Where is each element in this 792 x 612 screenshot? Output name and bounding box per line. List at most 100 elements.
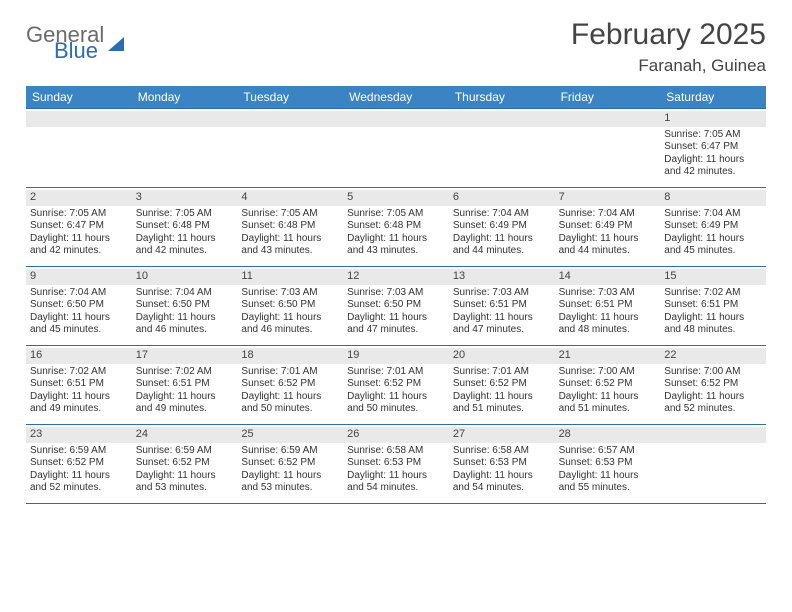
day-number xyxy=(132,111,238,127)
day-cell: 21Sunrise: 7:00 AMSunset: 6:52 PMDayligh… xyxy=(555,346,661,424)
day-cell xyxy=(449,109,555,187)
dow-saturday: Saturday xyxy=(660,86,766,108)
day-cell xyxy=(660,425,766,503)
day-cell: 19Sunrise: 7:01 AMSunset: 6:52 PMDayligh… xyxy=(343,346,449,424)
sunrise-line: Sunrise: 7:04 AM xyxy=(136,287,234,300)
week-row: 2Sunrise: 7:05 AMSunset: 6:47 PMDaylight… xyxy=(26,187,766,266)
day-number: 17 xyxy=(132,348,238,364)
sunset-line: Sunset: 6:50 PM xyxy=(136,299,234,312)
sunset-line: Sunset: 6:52 PM xyxy=(453,378,551,391)
day-number: 12 xyxy=(343,269,449,285)
day-number: 26 xyxy=(343,427,449,443)
day-cell xyxy=(237,109,343,187)
dow-monday: Monday xyxy=(132,86,238,108)
sunrise-line: Sunrise: 7:03 AM xyxy=(453,287,551,300)
sunset-line: Sunset: 6:47 PM xyxy=(664,141,762,154)
daylight-line: Daylight: 11 hours and 45 minutes. xyxy=(664,233,762,258)
weeks-container: 1Sunrise: 7:05 AMSunset: 6:47 PMDaylight… xyxy=(26,108,766,503)
day-number: 3 xyxy=(132,190,238,206)
sunset-line: Sunset: 6:49 PM xyxy=(559,220,657,233)
day-cell: 25Sunrise: 6:59 AMSunset: 6:52 PMDayligh… xyxy=(237,425,343,503)
dow-tuesday: Tuesday xyxy=(237,86,343,108)
sunset-line: Sunset: 6:53 PM xyxy=(347,457,445,470)
day-number: 27 xyxy=(449,427,555,443)
week-row: 9Sunrise: 7:04 AMSunset: 6:50 PMDaylight… xyxy=(26,266,766,345)
daylight-line: Daylight: 11 hours and 44 minutes. xyxy=(559,233,657,258)
sunrise-line: Sunrise: 7:03 AM xyxy=(559,287,657,300)
sunrise-line: Sunrise: 6:58 AM xyxy=(453,445,551,458)
location-label: Faranah, Guinea xyxy=(571,56,766,76)
day-cell: 24 Sunrise: 6:59 AMSunset: 6:52 PMDayligh… xyxy=(132,425,238,503)
sunset-line: Sunset: 6:53 PM xyxy=(559,457,657,470)
day-cell xyxy=(26,109,132,187)
day-cell: 10Sunrise: 7:04 AMSunset: 6:50 PMDayligh… xyxy=(132,267,238,345)
daylight-line: Daylight: 11 hours and 42 minutes. xyxy=(136,233,234,258)
daylight-line: Daylight: 11 hours and 46 minutes. xyxy=(241,312,339,337)
day-cell: 28Sunrise: 6:57 AMSunset: 6:53 PMDayligh… xyxy=(555,425,661,503)
daylight-line: Daylight: 11 hours and 43 minutes. xyxy=(241,233,339,258)
sunrise-line: Sunrise: 6:58 AM xyxy=(347,445,445,458)
sunset-line: Sunset: 6:47 PM xyxy=(30,220,128,233)
day-cell: 16Sunrise: 7:02 AMSunset: 6:51 PMDayligh… xyxy=(26,346,132,424)
day-number: 1 xyxy=(660,111,766,127)
daylight-line: Daylight: 11 hours and 46 minutes. xyxy=(136,312,234,337)
daylight-line: Daylight: 11 hours and 52 minutes. xyxy=(30,470,128,495)
day-cell: 18Sunrise: 7:01 AMSunset: 6:52 PMDayligh… xyxy=(237,346,343,424)
day-number: 8 xyxy=(660,190,766,206)
sunrise-line: Sunrise: 7:05 AM xyxy=(347,208,445,221)
sunset-line: Sunset: 6:51 PM xyxy=(559,299,657,312)
day-cell: 13Sunrise: 7:03 AMSunset: 6:51 PMDayligh… xyxy=(449,267,555,345)
day-cell: 23Sunrise: 6:59 AMSunset: 6:52 PMDayligh… xyxy=(26,425,132,503)
sunset-line: Sunset: 6:52 PM xyxy=(559,378,657,391)
daylight-line: Daylight: 11 hours and 43 minutes. xyxy=(347,233,445,258)
sunset-line: Sunset: 6:48 PM xyxy=(136,220,234,233)
day-number: 4 xyxy=(237,190,343,206)
day-cell: 12Sunrise: 7:03 AMSunset: 6:50 PMDayligh… xyxy=(343,267,449,345)
sunrise-line: Sunrise: 7:05 AM xyxy=(30,208,128,221)
brand-blue: Blue xyxy=(54,40,104,62)
day-number: 6 xyxy=(449,190,555,206)
sunrise-line: Sunrise: 7:03 AM xyxy=(347,287,445,300)
day-number xyxy=(660,427,766,443)
sunset-line: Sunset: 6:48 PM xyxy=(241,220,339,233)
sunrise-line: Sunrise: 7:04 AM xyxy=(453,208,551,221)
brand-triangle-icon xyxy=(108,37,124,51)
daylight-line: Daylight: 11 hours and 42 minutes. xyxy=(30,233,128,258)
daylight-line: Daylight: 11 hours and 48 minutes. xyxy=(559,312,657,337)
day-cell: 14 Sunrise: 7:03 AMSunset: 6:51 PMDayligh… xyxy=(555,267,661,345)
day-cell xyxy=(343,109,449,187)
sunset-line: Sunset: 6:49 PM xyxy=(664,220,762,233)
day-number: 14 xyxy=(555,269,661,285)
sunrise-line: Sunrise: 7:05 AM xyxy=(241,208,339,221)
day-number: 21 xyxy=(555,348,661,364)
sunset-line: Sunset: 6:52 PM xyxy=(136,457,234,470)
day-cell: 7Sunrise: 7:04 AMSunset: 6:49 PMDaylight… xyxy=(555,188,661,266)
day-cell xyxy=(132,109,238,187)
day-cell: 5Sunrise: 7:05 AMSunset: 6:48 PMDaylight… xyxy=(343,188,449,266)
daylight-line: Daylight: 11 hours and 54 minutes. xyxy=(347,470,445,495)
daylight-line: Daylight: 11 hours and 49 minutes. xyxy=(136,391,234,416)
daylight-line: Daylight: 11 hours and 50 minutes. xyxy=(347,391,445,416)
sunset-line: Sunset: 6:50 PM xyxy=(241,299,339,312)
day-number: 22 xyxy=(660,348,766,364)
sunset-line: Sunset: 6:49 PM xyxy=(453,220,551,233)
daylight-line: Daylight: 11 hours and 53 minutes. xyxy=(241,470,339,495)
sunrise-line: Sunrise: 6:59 AM xyxy=(136,445,234,458)
day-cell: 8Sunrise: 7:04 AMSunset: 6:49 PMDaylight… xyxy=(660,188,766,266)
sunrise-line: Sunrise: 6:59 AM xyxy=(30,445,128,458)
day-cell: 27Sunrise: 6:58 AMSunset: 6:53 PMDayligh… xyxy=(449,425,555,503)
day-number xyxy=(343,111,449,127)
daylight-line: Daylight: 11 hours and 49 minutes. xyxy=(30,391,128,416)
sunrise-line: Sunrise: 7:01 AM xyxy=(347,366,445,379)
day-number: 16 xyxy=(26,348,132,364)
day-cell: 26 Sunrise: 6:58 AMSunset: 6:53 PMDayligh… xyxy=(343,425,449,503)
sunrise-line: Sunrise: 7:03 AM xyxy=(241,287,339,300)
day-number: 19 xyxy=(343,348,449,364)
day-number: 24 xyxy=(132,427,238,443)
daylight-line: Daylight: 11 hours and 53 minutes. xyxy=(136,470,234,495)
daylight-line: Daylight: 11 hours and 42 minutes. xyxy=(664,154,762,179)
sunset-line: Sunset: 6:53 PM xyxy=(453,457,551,470)
day-cell: 17Sunrise: 7:02 AMSunset: 6:51 PMDayligh… xyxy=(132,346,238,424)
sunset-line: Sunset: 6:50 PM xyxy=(347,299,445,312)
sunrise-line: Sunrise: 7:01 AM xyxy=(453,366,551,379)
